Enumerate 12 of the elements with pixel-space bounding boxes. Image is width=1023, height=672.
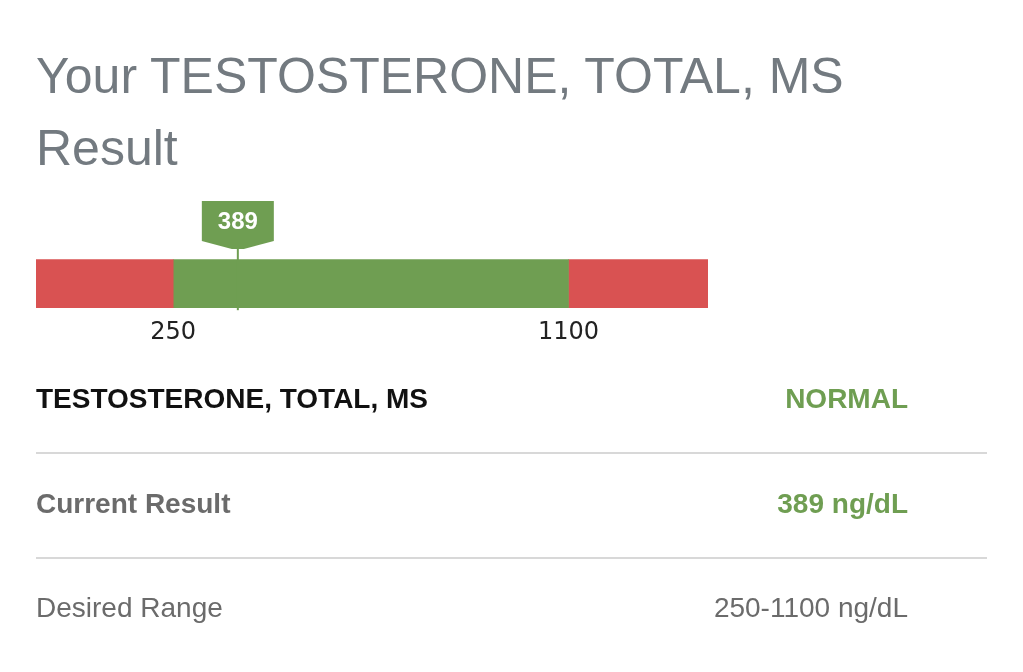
chart-title: Your TESTOSTERONE, TOTAL, MS Result	[36, 47, 845, 178]
bar	[36, 259, 174, 308]
text: 250-1100 ng/dL	[713, 592, 908, 624]
annotation: TESTOSTERONE, TOTAL, MS	[36, 383, 429, 415]
x-tick-label: 1100	[537, 316, 600, 345]
bar	[568, 259, 708, 308]
text: NORMAL	[785, 383, 908, 415]
text: Current Result	[36, 488, 231, 520]
text: Desired Range	[36, 592, 223, 624]
x-tick-label: 250	[150, 316, 197, 345]
ref-line-label: 389	[217, 206, 258, 234]
text: 389 ng/dL	[777, 488, 908, 520]
